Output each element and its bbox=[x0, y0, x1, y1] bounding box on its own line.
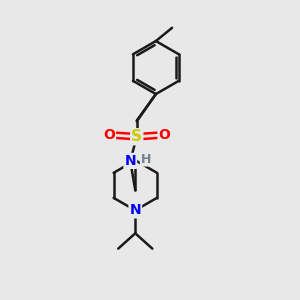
Text: N: N bbox=[124, 154, 136, 168]
Text: O: O bbox=[158, 128, 170, 142]
Text: H: H bbox=[140, 153, 151, 166]
Text: N: N bbox=[130, 203, 141, 218]
Text: O: O bbox=[103, 128, 115, 142]
Text: S: S bbox=[131, 129, 142, 144]
